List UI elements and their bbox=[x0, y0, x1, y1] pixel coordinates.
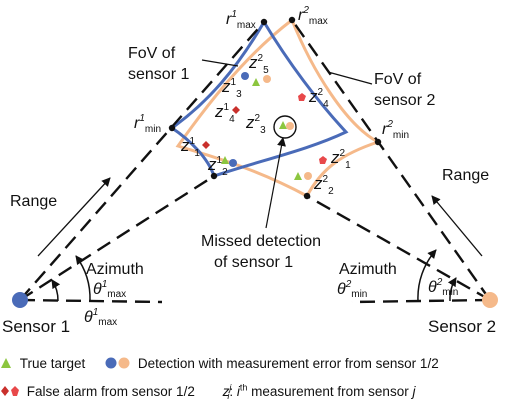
sensor1-detection-marker bbox=[241, 72, 249, 80]
azimuth-arc-sensor1-inner bbox=[51, 279, 61, 302]
r2-max-label: r2max bbox=[298, 5, 328, 27]
true-target-marker bbox=[221, 156, 229, 164]
sensor2-detection-marker bbox=[286, 122, 294, 130]
r1-min-label: r1min bbox=[134, 113, 161, 135]
r1-min-point bbox=[168, 124, 176, 132]
theta2-min-right-label: θ2min bbox=[428, 277, 458, 298]
range-arrow-left bbox=[37, 177, 111, 257]
legend-row-2: False alarm from sensor 1/2 zji: ith mea… bbox=[0, 382, 415, 401]
azimuth-arc-sensor2-outer bbox=[417, 249, 437, 302]
true-target-marker bbox=[252, 78, 260, 86]
fov2-label-line1: FoV of bbox=[374, 71, 422, 88]
sensor2-label: Sensor 2 bbox=[428, 317, 496, 336]
fov1-label-line2: sensor 1 bbox=[128, 66, 189, 83]
z1-4-label: z14 bbox=[214, 102, 235, 125]
theta2-min-left-label: θ2min bbox=[337, 279, 367, 300]
r2-min-point bbox=[374, 138, 382, 146]
fov2-pointer bbox=[327, 71, 373, 85]
sensor1-fov-region bbox=[169, 19, 349, 178]
z2-1-label: z21 bbox=[330, 148, 351, 171]
z1-3-label: z13 bbox=[221, 77, 242, 100]
sensor2-dot bbox=[482, 292, 498, 308]
sensor2-fov-region bbox=[175, 17, 382, 199]
z2-5-label: z25 bbox=[248, 53, 269, 76]
fov2-label-line2: sensor 2 bbox=[374, 92, 435, 109]
theta1-max-upper-label: θ1max bbox=[93, 279, 126, 300]
legend-notation: zji: ith measurement from sensor j bbox=[222, 382, 416, 402]
fov1-pointer bbox=[201, 59, 239, 67]
azimuth-label-right: Azimuth bbox=[339, 261, 397, 278]
false-alarm-marker bbox=[319, 156, 327, 164]
legend-false-alarm: False alarm from sensor 1/2 bbox=[26, 383, 195, 399]
azimuth-label-left: Azimuth bbox=[86, 261, 144, 278]
missed-detection-circle bbox=[273, 115, 297, 139]
legend-true-target: True target bbox=[19, 356, 86, 371]
legend-row-1: True target Detection with measurement e… bbox=[0, 356, 439, 371]
false-alarm-marker bbox=[298, 93, 306, 101]
r2-max-point bbox=[288, 16, 296, 24]
false-alarm-legend-icon bbox=[1, 385, 19, 396]
z1-1-label: z11 bbox=[180, 136, 200, 159]
azimuth-arc-sensor2-inner bbox=[447, 277, 457, 302]
measurement-markers bbox=[202, 72, 327, 180]
legend: True target Detection with measurement e… bbox=[0, 352, 505, 405]
z2-4-label: z24 bbox=[308, 87, 329, 110]
false-alarm-marker bbox=[202, 141, 210, 149]
z2-2-label: z22 bbox=[313, 174, 334, 197]
range-arrow-right bbox=[431, 195, 483, 257]
fov1-near-corner bbox=[210, 172, 218, 180]
true-target-marker bbox=[279, 121, 287, 129]
r1-max-label: r1max bbox=[226, 9, 256, 31]
legend-detection: Detection with measurement error from se… bbox=[137, 356, 439, 371]
r1-max-point bbox=[260, 18, 268, 26]
detection-legend-icon bbox=[105, 357, 130, 369]
sensor2-rays bbox=[291, 19, 491, 304]
theta1-max-lower-label: θ1max bbox=[84, 307, 117, 328]
sensor1-rays bbox=[19, 21, 265, 304]
r2-min-label: r2min bbox=[382, 119, 409, 141]
sensor-fov-diagram: r1max r2max r1min r2min FoV of sensor 1 … bbox=[2, 5, 498, 336]
sensor1-dot bbox=[12, 292, 28, 308]
sensor2-detection-marker bbox=[304, 172, 312, 180]
false-alarm-marker bbox=[232, 106, 240, 114]
missed-detection-label-line1: Missed detection bbox=[201, 233, 321, 250]
missed-detection-pointer bbox=[265, 137, 286, 229]
true-target-legend-icon bbox=[1, 358, 11, 368]
sensor2-detection-marker bbox=[263, 75, 271, 83]
fov2-near-corner bbox=[303, 192, 311, 200]
true-target-marker bbox=[294, 172, 302, 180]
z1-2-label: z12 bbox=[207, 155, 228, 178]
sensor1-label: Sensor 1 bbox=[2, 317, 70, 336]
range-label-left: Range bbox=[10, 193, 57, 210]
fov1-label-line1: FoV of bbox=[128, 45, 176, 62]
azimuth-arc-sensor1-outer bbox=[75, 255, 91, 302]
missed-detection-label-line2: of sensor 1 bbox=[214, 254, 293, 271]
range-label-right: Range bbox=[442, 167, 489, 184]
sensor1-detection-marker bbox=[229, 159, 237, 167]
z2-3-label: z23 bbox=[245, 113, 266, 136]
